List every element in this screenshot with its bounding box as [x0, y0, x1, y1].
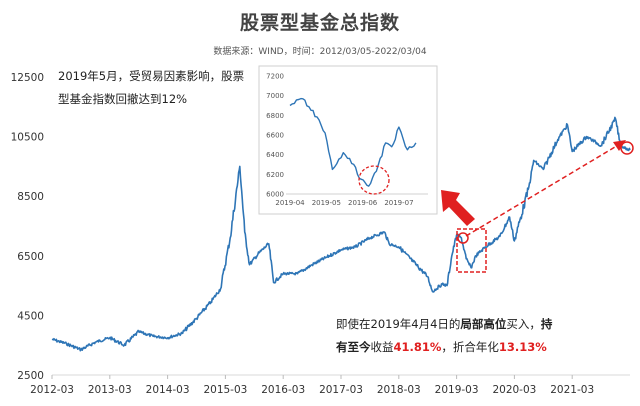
- inset-y-tick-label: 6200: [266, 171, 284, 179]
- y-tick-label: 2500: [17, 370, 44, 382]
- note-line-1: 2019年5月，受贸易因素影响，股票: [58, 69, 244, 83]
- inset-y-tick-label: 6400: [266, 151, 284, 159]
- inset-y-tick-label: 6800: [266, 112, 284, 120]
- x-tick-label: 2021-03: [550, 384, 594, 396]
- main-series-line: [51, 116, 631, 352]
- result-line-1-part1: 即使在2019年4月4日的: [336, 317, 460, 331]
- result-line-2-part1: 有至今: [336, 340, 371, 354]
- inset-x-tick-label: 2019-06: [348, 199, 378, 207]
- y-tick-label: 6500: [17, 251, 44, 263]
- y-tick-label: 12500: [11, 72, 44, 84]
- inset-series-line: [289, 97, 417, 187]
- x-tick-label: 2017-03: [319, 384, 363, 396]
- result-line-1-part3: 买入，: [506, 317, 541, 331]
- result-line-1: 即使在2019年4月4日的局部高位买入，持: [336, 317, 553, 331]
- y-tick-label: 4500: [17, 310, 44, 322]
- inset-y-tick-label: 6000: [266, 191, 284, 199]
- inset-series: [289, 97, 417, 187]
- y-tick-label: 8500: [17, 191, 44, 203]
- y-tick-label: 10500: [11, 132, 44, 144]
- result-line-2-part2: 收益: [371, 340, 394, 354]
- x-tick-label: 2018-03: [377, 384, 421, 396]
- x-tick-label: 2012-03: [30, 384, 74, 396]
- result-line-2-part4: ，折合年化: [441, 340, 499, 354]
- axes: 2500 4500 6500 8500 10500 12500 2012-03 2013-03…: [11, 72, 630, 396]
- buy-point-marker: [457, 232, 469, 244]
- inset-y-tick-label: 7000: [266, 92, 284, 100]
- x-tick-label: 2020-03: [492, 384, 536, 396]
- chart-title: 股票型基金总指数: [239, 12, 400, 34]
- trend-arrow-head: [613, 140, 626, 151]
- inset-frame: [258, 65, 438, 215]
- inset-chart: 6000 6200 6400 6600 6800 7000 7200 2019-04 2019-…: [258, 65, 438, 215]
- x-tick-label: 2014-03: [146, 384, 190, 396]
- inset-x-tick-label: 2019-04: [275, 199, 305, 207]
- result-line-2: 有至今收益41.81%，折合年化13.13%: [336, 340, 547, 354]
- end-point-marker: [620, 141, 634, 155]
- highlight-box: [456, 228, 487, 273]
- pointer-arrow: [441, 190, 475, 226]
- main-series: [51, 116, 631, 352]
- note-line-2: 型基金指数回撤达到12%: [58, 92, 187, 106]
- chart-subtitle: 数据来源：WIND，时间：2012/03/05-2022/03/04: [213, 47, 427, 57]
- x-tick-label: 2019-03: [435, 384, 479, 396]
- inset-x-tick-label: 2019-05: [312, 199, 341, 207]
- inset-y-tick-label: 7200: [266, 73, 284, 81]
- result-line-1-part2: 局部高位: [459, 317, 506, 331]
- inset-low-marker: [358, 165, 390, 195]
- inset-x-tick-label: 2019-07: [384, 199, 413, 207]
- result-line-2-part5: 13.13%: [499, 340, 547, 354]
- result-line-2-part3: 41.81%: [394, 340, 442, 354]
- inset-y-tick-label: 6600: [266, 132, 284, 140]
- trend-arrow: [465, 143, 621, 237]
- inset-axes: 6000 6200 6400 6600 6800 7000 7200 2019-04 2019-…: [266, 73, 428, 207]
- x-tick-label: 2013-03: [88, 384, 132, 396]
- result-line-1-part4: 持: [541, 317, 553, 331]
- x-tick-label: 2015-03: [203, 384, 247, 396]
- x-tick-label: 2016-03: [261, 384, 305, 396]
